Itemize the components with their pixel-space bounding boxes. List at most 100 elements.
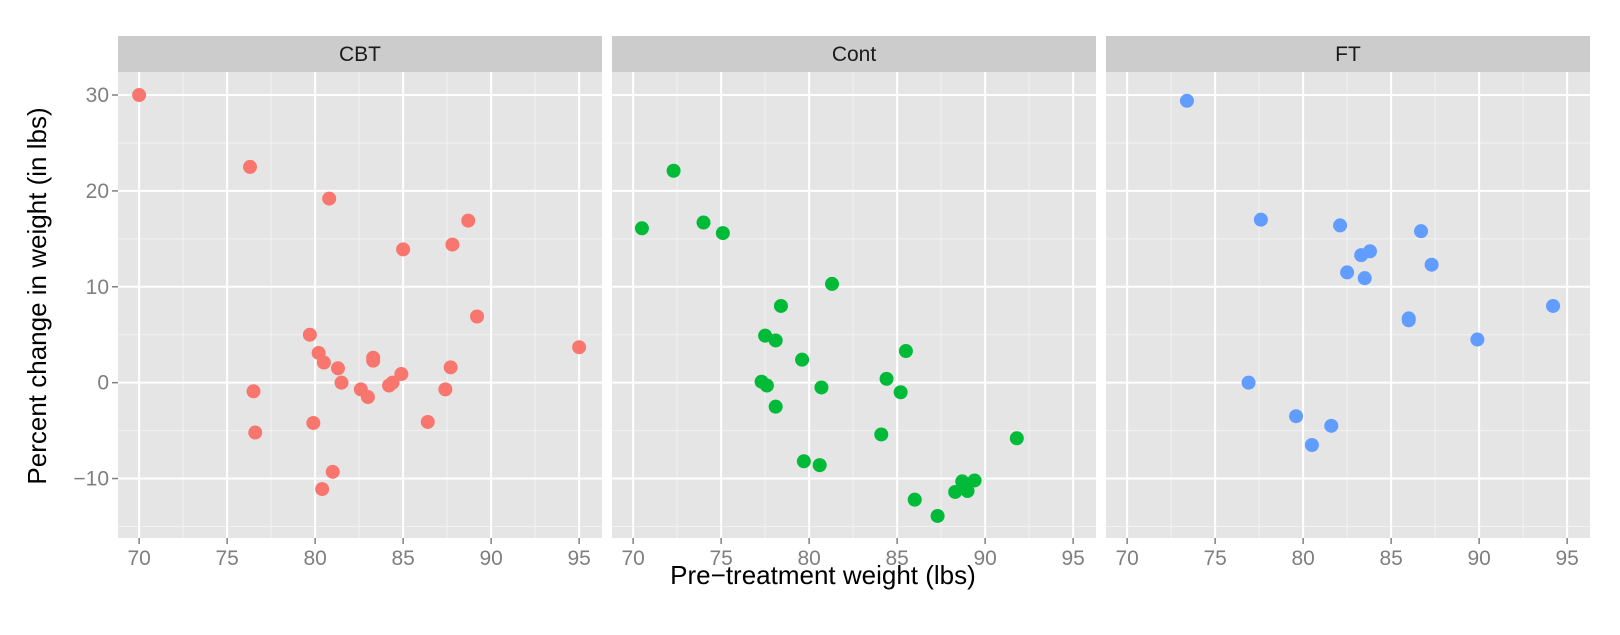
data-point-cont	[893, 385, 908, 400]
y-axis: −10 0 10 20 30	[73, 84, 118, 491]
data-point-cont	[874, 427, 889, 442]
data-point-cont	[1009, 431, 1024, 446]
data-point-cbt	[315, 482, 330, 497]
data-point-cbt	[445, 237, 460, 252]
data-point-cont	[768, 399, 783, 414]
x-tick-label: 95	[1555, 547, 1578, 570]
y-axis-title: Percent change in weight (in lbs)	[22, 107, 52, 484]
x-axis-title: Pre−treatment weight (lbs)	[670, 560, 976, 590]
data-point-ft	[1253, 212, 1268, 227]
data-point-cbt	[443, 360, 458, 375]
data-point-cont	[796, 454, 811, 469]
data-point-ft	[1546, 298, 1561, 313]
strip-cont	[612, 36, 1096, 72]
facet-panel-cont: Cont 70 75 80 85 90 95	[612, 36, 1096, 570]
data-point-cbt	[331, 361, 345, 376]
data-point-cbt	[246, 384, 261, 399]
data-point-cont	[814, 380, 829, 395]
y-tick-label: 10	[86, 276, 109, 299]
strip-label-cont: Cont	[832, 43, 877, 66]
data-point-ft	[1424, 257, 1439, 272]
data-point-cbt	[438, 382, 453, 397]
y-tick-label: 0	[97, 372, 109, 395]
data-point-cont	[795, 352, 810, 367]
data-point-ft	[1414, 224, 1429, 239]
data-point-cont	[768, 333, 783, 348]
data-point-ft	[1401, 313, 1416, 328]
data-point-cbt	[461, 213, 476, 228]
data-point-cont	[879, 371, 894, 386]
data-point-ft	[1324, 418, 1339, 433]
data-point-cbt	[306, 415, 321, 430]
data-point-cbt	[302, 327, 317, 342]
x-tick-label: 80	[303, 547, 326, 570]
y-tick-label: 20	[86, 180, 109, 203]
data-point-cbt	[325, 464, 340, 479]
x-tick-label: 95	[1061, 547, 1084, 570]
data-point-ft	[1304, 437, 1319, 452]
y-tick-label: 30	[86, 84, 109, 107]
data-point-cont	[812, 458, 827, 473]
data-point-cbt	[394, 367, 409, 382]
data-point-cont	[825, 276, 839, 291]
x-tick-label: 80	[797, 547, 820, 570]
data-point-cont	[898, 344, 913, 359]
data-point-cont	[759, 378, 774, 393]
data-point-ft	[1241, 375, 1256, 390]
facet-panel-cbt: CBT 70 75 80 85 90 95	[118, 36, 602, 570]
data-point-cbt	[470, 309, 485, 324]
y-tick-label: −10	[73, 468, 109, 491]
plot-area-cbt	[118, 72, 602, 538]
plot-area-cont	[612, 72, 1096, 538]
data-point-cbt	[385, 375, 400, 390]
data-point-ft	[1179, 93, 1194, 108]
data-point-cont	[773, 298, 788, 313]
data-point-cont	[715, 226, 730, 241]
data-point-ft	[1363, 244, 1377, 259]
data-point-cbt	[243, 159, 257, 174]
data-point-cont	[696, 215, 711, 230]
x-tick-label: 90	[1467, 547, 1490, 570]
data-point-ft	[1289, 409, 1304, 424]
data-point-cont	[907, 492, 922, 507]
x-tick-label: 95	[567, 547, 590, 570]
x-tick-label: 75	[709, 547, 732, 570]
x-tick-label: 70	[1115, 547, 1138, 570]
strip-ft	[1106, 36, 1590, 72]
x-tick-label: 75	[1203, 547, 1226, 570]
x-tick-label: 90	[973, 547, 996, 570]
strip-label-cbt: CBT	[339, 43, 381, 66]
data-point-cbt	[396, 242, 411, 257]
x-tick-label: 75	[215, 547, 238, 570]
x-tick-label: 70	[621, 547, 644, 570]
data-point-cbt	[366, 353, 381, 368]
data-point-cbt	[572, 340, 587, 355]
plot-area-ft	[1106, 72, 1590, 538]
data-point-cbt	[360, 390, 375, 405]
data-point-cont	[666, 163, 681, 178]
data-point-cont	[967, 473, 982, 488]
data-point-cont	[930, 508, 945, 523]
x-tick-label: 85	[391, 547, 414, 570]
data-point-cbt	[248, 425, 263, 440]
facet-panel-ft: FT 70 75 80 85 90 95	[1106, 36, 1590, 570]
x-tick-label: 85	[1379, 547, 1402, 570]
data-point-cont	[634, 221, 649, 236]
data-point-ft	[1333, 218, 1348, 233]
panels-layer: CBT 70 75 80 85 90 95 Cont 70 75 80 85 90 95 FT 70 75 80 8…	[118, 36, 1590, 570]
data-point-cbt	[420, 414, 435, 429]
x-tick-label: 90	[479, 547, 502, 570]
x-tick-label: 80	[1291, 547, 1314, 570]
data-point-ft	[1357, 271, 1372, 286]
strip-cbt	[118, 36, 602, 72]
data-point-ft	[1470, 332, 1485, 347]
data-point-cbt	[316, 355, 331, 370]
x-tick-label: 85	[885, 547, 908, 570]
strip-label-ft: FT	[1335, 43, 1361, 66]
data-point-cbt	[132, 88, 147, 103]
data-point-cont	[758, 328, 773, 343]
data-point-ft	[1340, 265, 1355, 280]
data-point-cbt	[334, 375, 349, 390]
data-point-cont	[948, 484, 963, 499]
